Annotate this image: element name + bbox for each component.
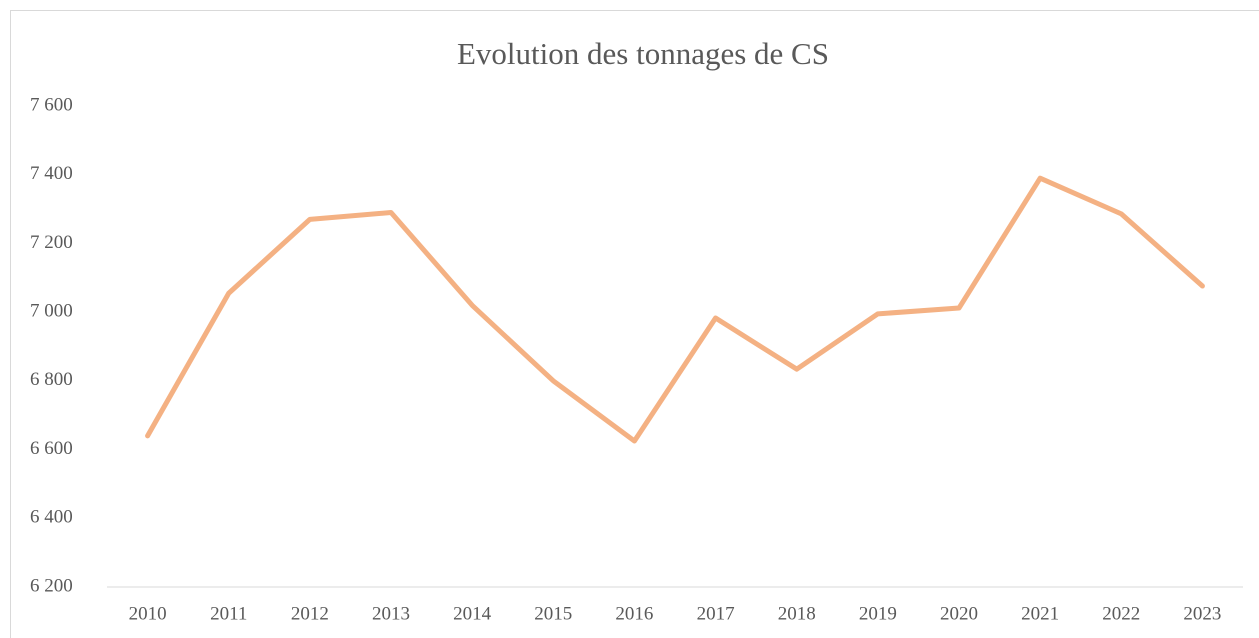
x-tick-label: 2010: [129, 603, 167, 624]
x-tick-label: 2019: [859, 603, 897, 624]
x-tick-label: 2012: [291, 603, 329, 624]
x-tick-label: 2017: [697, 603, 735, 624]
x-tick-label: 2022: [1102, 603, 1140, 624]
chart-title: Evolution des tonnages de CS: [457, 36, 829, 71]
y-tick-label: 6 400: [30, 507, 73, 528]
y-tick-label: 6 200: [30, 575, 73, 596]
y-tick-label: 7 400: [30, 163, 73, 184]
x-tick-label: 2023: [1183, 603, 1221, 624]
x-tick-label: 2013: [372, 603, 410, 624]
x-tick-label: 2020: [940, 603, 978, 624]
x-tick-label: 2014: [453, 603, 492, 624]
y-tick-label: 7 600: [30, 94, 73, 115]
chart-frame: [10, 10, 1259, 638]
x-tick-label: 2011: [210, 603, 247, 624]
x-tick-label: 2018: [778, 603, 816, 624]
y-tick-label: 6 600: [30, 438, 73, 459]
y-tick-label: 6 800: [30, 369, 73, 390]
x-tick-label: 2015: [534, 603, 572, 624]
data-line: [145, 175, 1205, 444]
x-tick-label: 2021: [1021, 603, 1059, 624]
x-tick-label: 2016: [615, 603, 653, 624]
y-tick-label: 7 000: [30, 301, 73, 322]
y-tick-label: 7 200: [30, 232, 73, 253]
